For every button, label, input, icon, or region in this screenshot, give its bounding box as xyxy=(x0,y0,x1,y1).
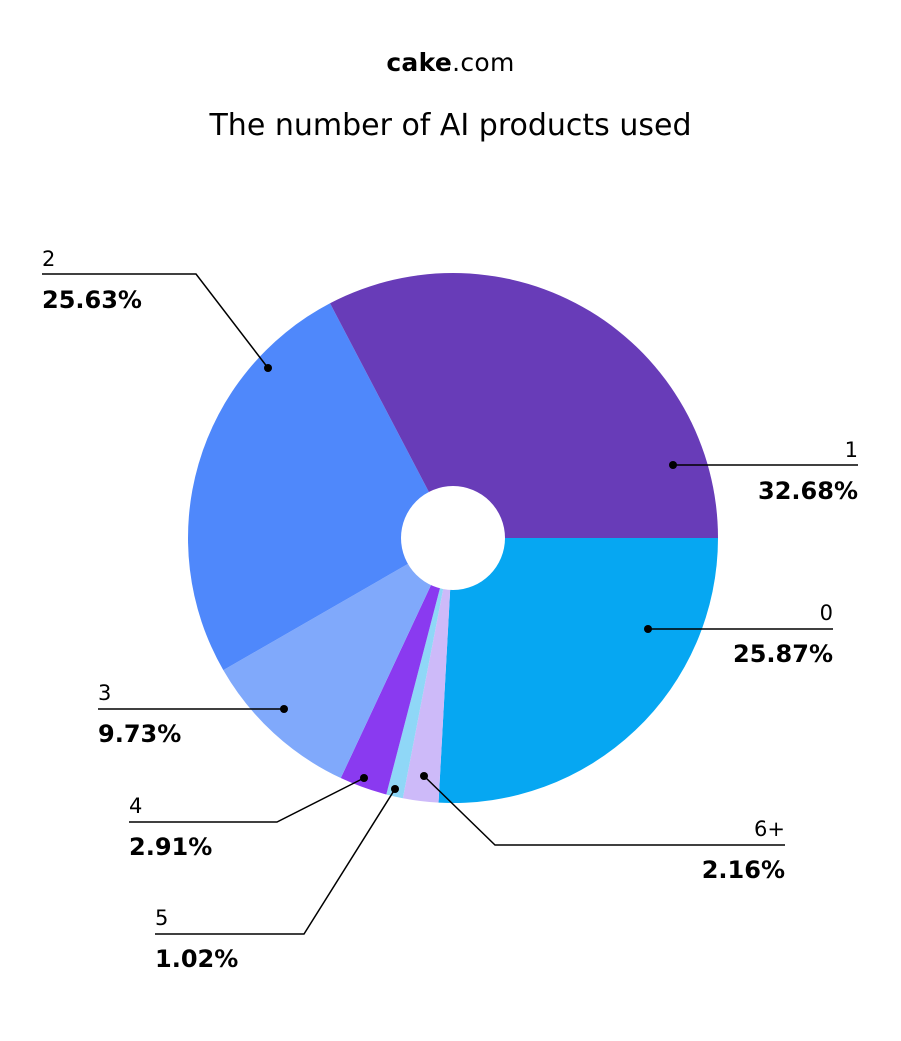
brand-name: cake xyxy=(386,48,453,77)
pie-slice-5 xyxy=(386,538,453,799)
callout-dots xyxy=(264,364,677,793)
label-value-4: 2.91% xyxy=(129,833,212,861)
brand-domain: .com xyxy=(452,48,515,77)
pie-slice-1 xyxy=(330,273,718,538)
donut-hole xyxy=(401,486,505,590)
label-value-6plus: 2.16% xyxy=(702,856,785,884)
pie-slice-6plus xyxy=(402,538,453,803)
label-category-3: 3 xyxy=(98,681,111,705)
pie-slice-4 xyxy=(340,538,453,795)
label-category-2: 2 xyxy=(42,247,55,271)
pie-slice-0 xyxy=(438,538,718,804)
label-category-6plus: 6+ xyxy=(754,817,785,841)
label-value-0: 25.87% xyxy=(733,640,833,668)
label-value-3: 9.73% xyxy=(98,720,181,748)
pie-slices xyxy=(188,273,718,804)
label-value-2: 25.63% xyxy=(42,286,142,314)
label-value-1: 32.68% xyxy=(758,477,858,505)
brand-logo: cake.com xyxy=(0,48,901,77)
label-value-5: 1.02% xyxy=(155,945,238,973)
chart-title: The number of AI products used xyxy=(209,108,692,143)
pie-slice-3 xyxy=(223,538,453,779)
label-category-5: 5 xyxy=(155,906,168,930)
label-category-1: 1 xyxy=(845,438,858,462)
label-category-4: 4 xyxy=(129,794,142,818)
pie-slice-2 xyxy=(188,303,454,671)
callouts xyxy=(42,273,858,935)
label-category-0: 0 xyxy=(820,601,833,625)
